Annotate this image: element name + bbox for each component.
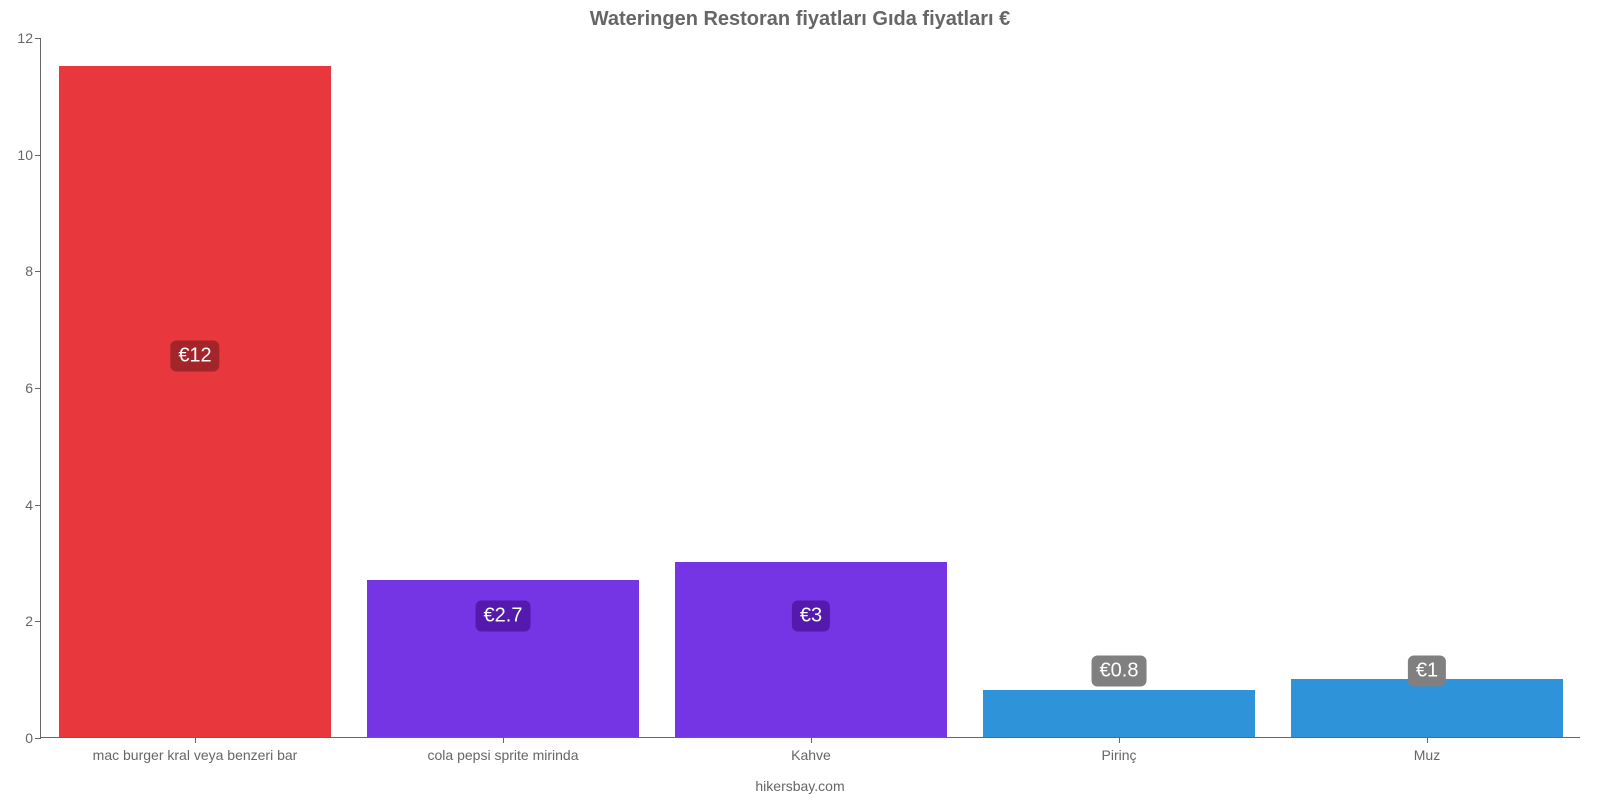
chart-bar (983, 690, 1254, 737)
bar-value-label: €0.8 (1092, 655, 1147, 686)
y-axis-tick-mark (35, 155, 41, 156)
chart-plot-area: 024681012mac burger kral veya benzeri ba… (40, 38, 1580, 738)
bar-value-label: €1 (1408, 655, 1446, 686)
chart-source-label: hikersbay.com (0, 778, 1600, 794)
x-axis-tick-label: cola pepsi sprite mirinda (428, 737, 579, 763)
chart-bar (675, 562, 946, 737)
y-axis-tick-mark (35, 38, 41, 39)
chart-bar (59, 66, 330, 737)
chart-title: Wateringen Restoran fiyatları Gıda fiyat… (0, 8, 1600, 31)
x-axis-tick-label: mac burger kral veya benzeri bar (93, 737, 298, 763)
bar-value-label: €12 (170, 340, 219, 371)
x-axis-tick-label: Muz (1414, 737, 1440, 763)
bar-value-label: €3 (792, 600, 830, 631)
y-axis-tick-mark (35, 738, 41, 739)
chart-bar (1291, 679, 1562, 737)
x-axis-tick-label: Pirinç (1101, 737, 1136, 763)
y-axis-tick-mark (35, 271, 41, 272)
x-axis-tick-label: Kahve (791, 737, 831, 763)
y-axis-tick-mark (35, 388, 41, 389)
y-axis-tick-mark (35, 621, 41, 622)
bar-value-label: €2.7 (476, 600, 531, 631)
y-axis-tick-mark (35, 505, 41, 506)
